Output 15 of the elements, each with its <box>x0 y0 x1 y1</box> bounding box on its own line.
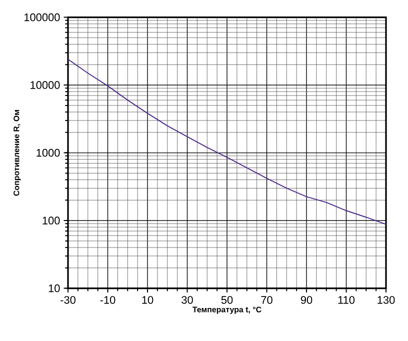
x-tick-label: 130 <box>378 296 395 304</box>
x-tick-label: 90 <box>300 296 312 304</box>
line-series <box>68 58 386 225</box>
x-tick-label: 30 <box>182 296 193 304</box>
x-tick-label: 110 <box>338 296 355 304</box>
x-tick-label: 10 <box>142 296 154 304</box>
y-tick-label: 100000 <box>24 13 60 22</box>
y-tick-label: 10 <box>48 284 60 292</box>
x-tick-label: -30 <box>60 296 76 304</box>
y-tick-label: 100 <box>42 216 60 224</box>
x-tick-label: -10 <box>100 296 116 304</box>
y-tick-label: 1000 <box>36 148 60 157</box>
x-tick-label: 70 <box>261 296 272 304</box>
y-tick-label: 10000 <box>30 81 60 89</box>
x-tick-label: 50 <box>221 296 233 304</box>
